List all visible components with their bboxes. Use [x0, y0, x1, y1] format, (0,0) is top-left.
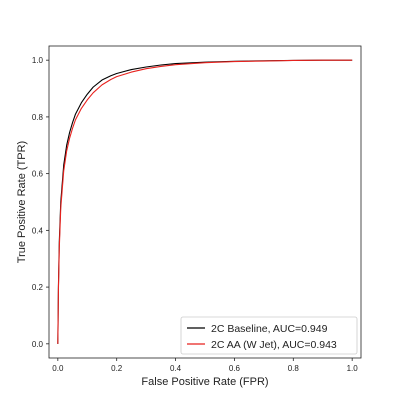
series-lines [57, 59, 353, 344]
y-tick-label: 0.8 [32, 113, 44, 122]
x-tick-label: 1.0 [347, 364, 359, 373]
legend-entry-baseline: 2C Baseline, AUC=0.949 [211, 323, 328, 335]
x-tick-label: 0.6 [229, 364, 241, 373]
y-axis-label: True Positive Rate (TPR) [16, 141, 28, 263]
y-tick-label: 0.0 [32, 340, 44, 349]
x-tick-label: 0.8 [288, 364, 300, 373]
legend-box [180, 316, 358, 355]
y-tick-label: 0.6 [32, 170, 44, 179]
x-axis-ticks: 0.0 0.2 0.4 0.6 0.8 1.0 [52, 358, 358, 373]
legend-entry-aa-wjet: 2C AA (W Jet), AUC=0.943 [211, 339, 337, 351]
x-tick-label: 0.4 [170, 364, 182, 373]
x-tick-label: 0.0 [52, 364, 64, 373]
x-tick-label: 0.2 [111, 364, 123, 373]
y-tick-label: 1.0 [32, 56, 44, 65]
y-tick-label: 0.2 [32, 283, 44, 292]
y-tick-label: 0.4 [32, 226, 44, 235]
plot-frame [48, 45, 362, 359]
legend: 2C Baseline, AUC=0.949 2C AA (W Jet), AU… [180, 316, 358, 355]
x-axis-label: False Positive Rate (FPR) [141, 376, 268, 388]
y-axis-ticks: 0.0 0.2 0.4 0.6 0.8 1.0 [32, 56, 49, 349]
series-line-aa-wjet [57, 59, 353, 344]
